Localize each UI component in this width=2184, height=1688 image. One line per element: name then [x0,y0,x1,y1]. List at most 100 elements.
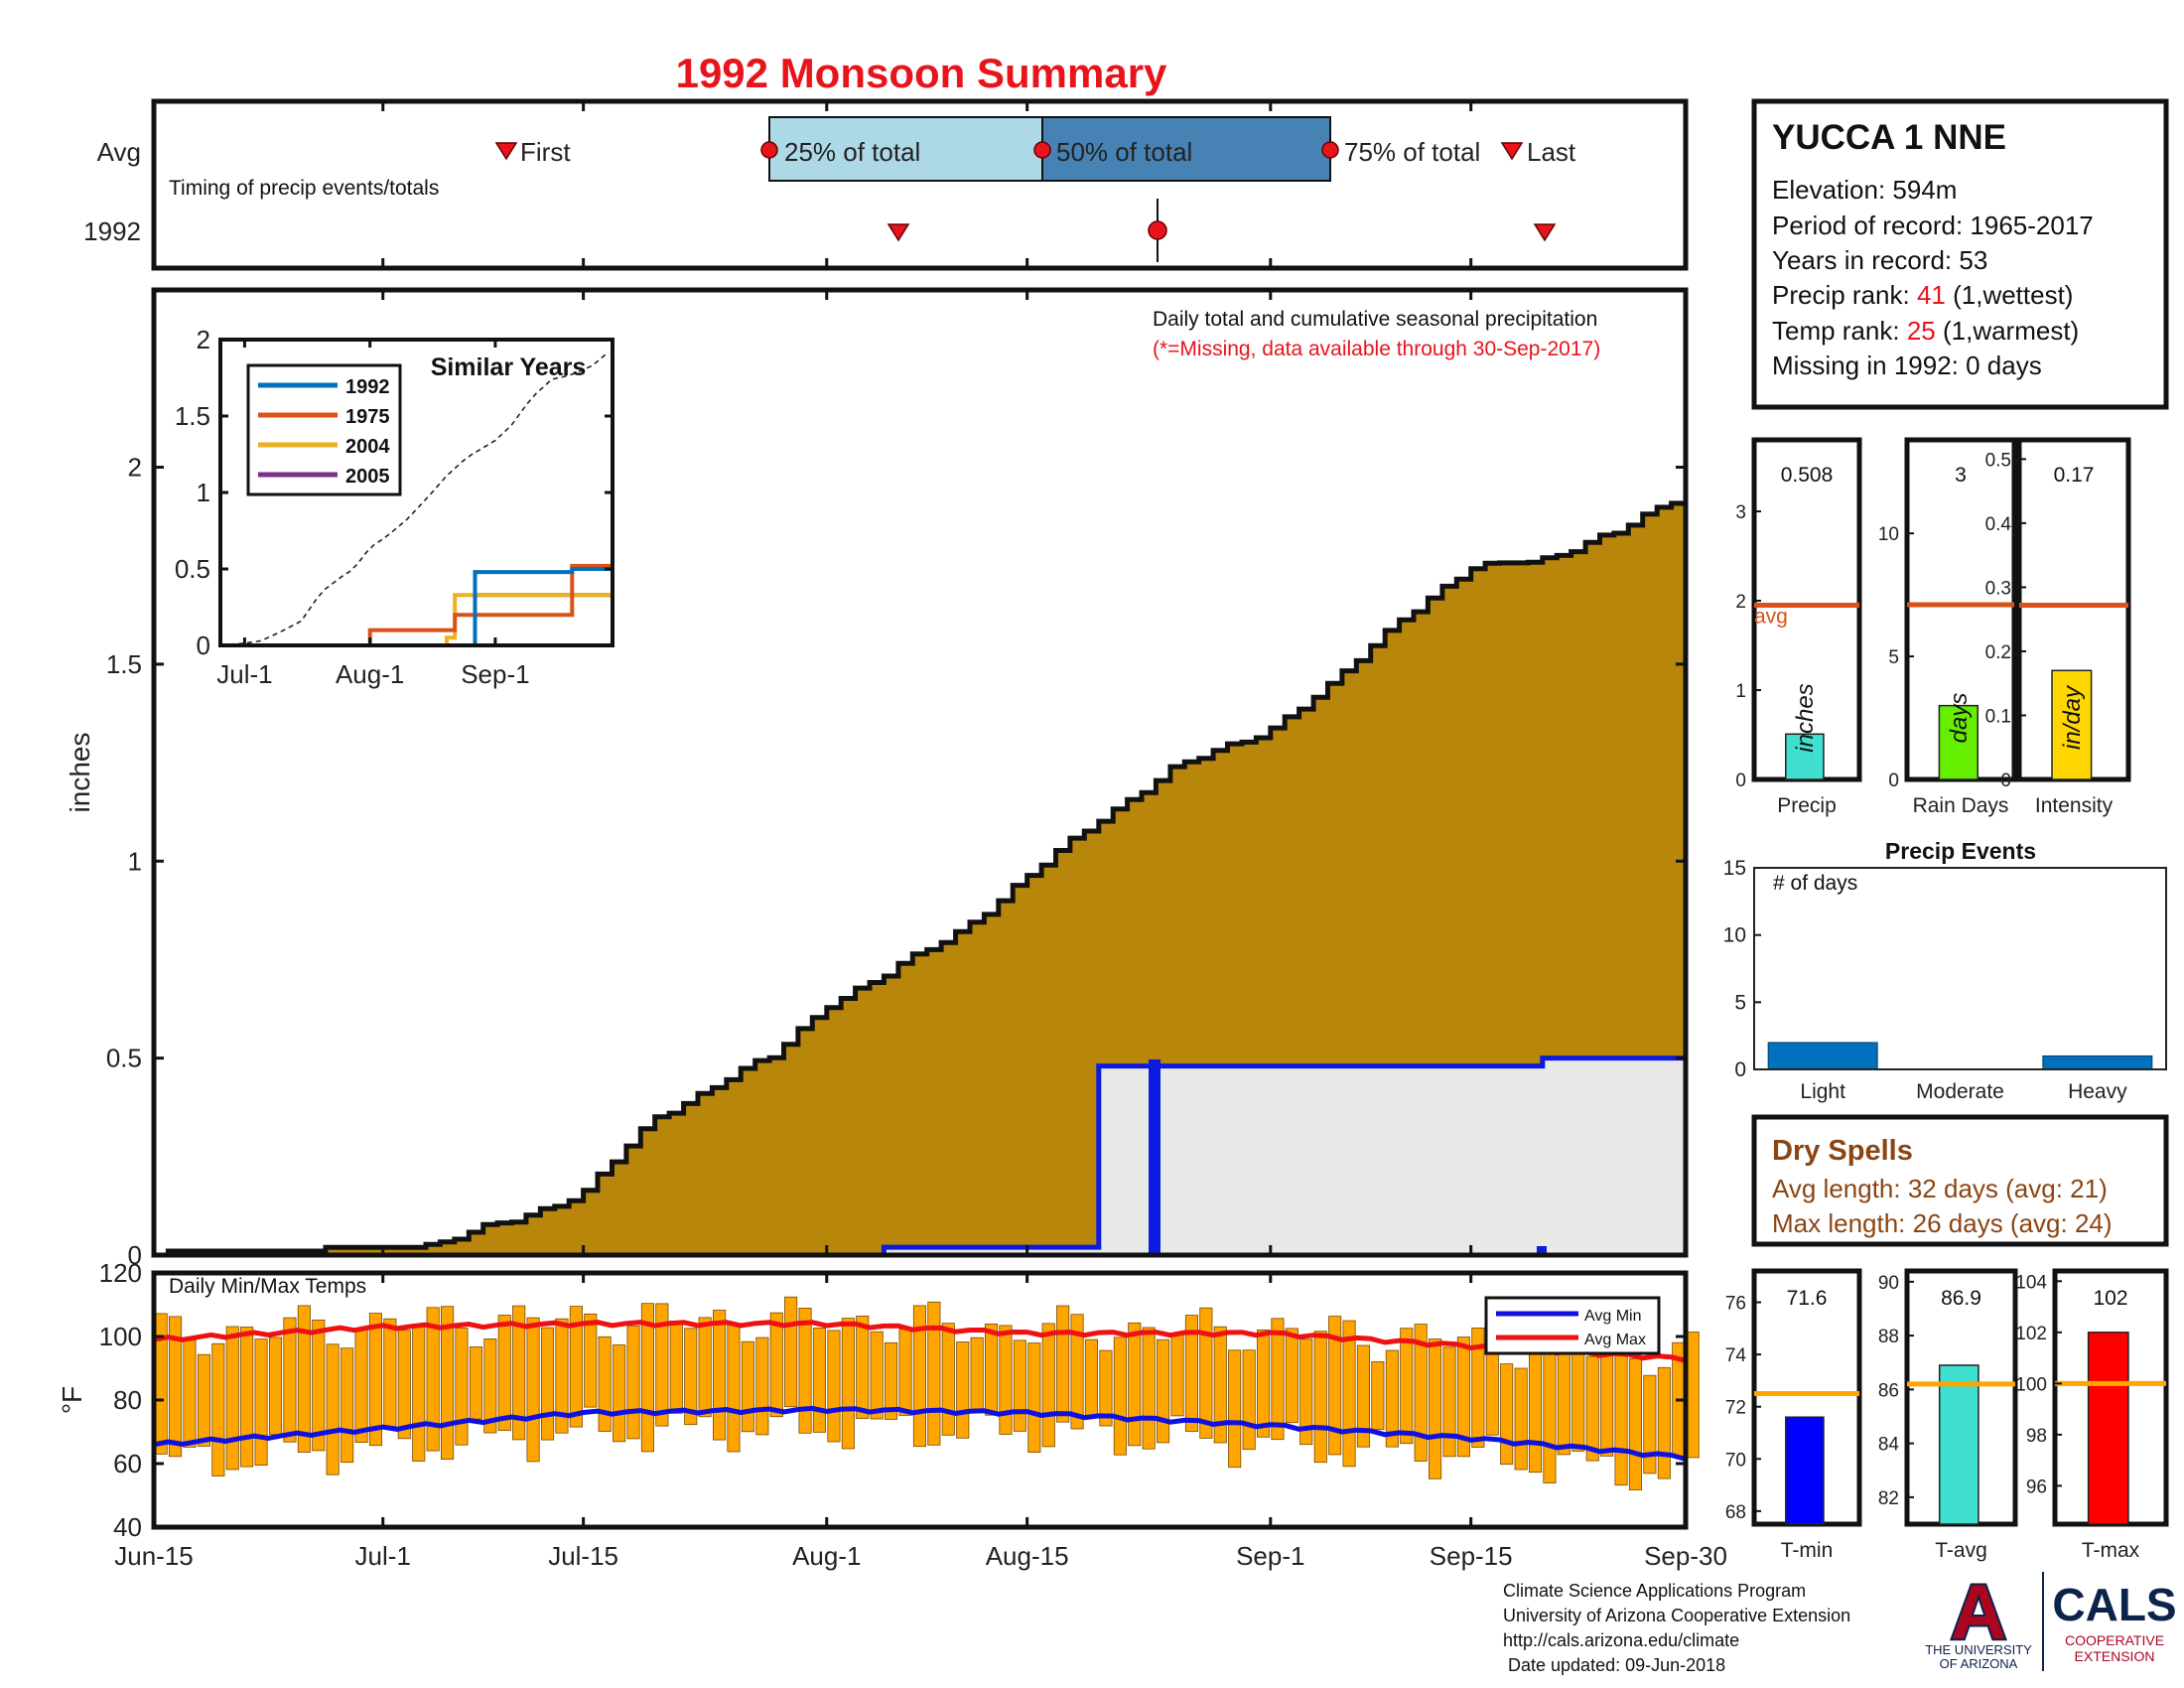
daily-temp-bar [1414,1324,1428,1462]
temp-stat-ytick-label: 86 [1878,1380,1899,1401]
daily-temp-bar [326,1343,340,1476]
mini-bar-unit: inches [1792,683,1819,752]
inset-ytick-label: 1 [197,478,210,507]
first-avg-marker [494,142,518,161]
mini-bar-ytick-label: 0.2 [1985,642,2011,663]
date-xtick-label: Jun-15 [114,1541,194,1571]
daily-temp-bar [684,1328,698,1426]
mini-bar-frame [1751,437,1862,782]
temp-stat-bars: 71.6 68 70 72 74 76 T-min 86.9 82 84 86 88 90 T-avg 10… [1725,1268,2169,1562]
daily-temp-bar [1271,1318,1285,1441]
temp-stat-ytick-label: 76 [1725,1294,1746,1315]
event-category-label: Moderate [1916,1080,2004,1103]
temp-stat-ytick-label: 96 [2026,1477,2047,1497]
daily-temp-bar [985,1324,999,1416]
daily-temp-bar [598,1336,612,1432]
events-frame [1753,867,2167,1070]
mini-bar-ytick-label: 3 [1735,502,1746,523]
daily-temp-bar [1342,1320,1356,1468]
daily-temp-bar [497,1315,511,1431]
temp-legend-max: Avg Max [1584,1332,1646,1348]
daily-temp-bar [1628,1357,1643,1490]
event-ytick-label: 10 [1723,924,1746,947]
daily-temp-bar [354,1328,368,1443]
daily-temp-bar [368,1313,382,1447]
daily-temp-bar [713,1310,727,1441]
main-precip-panel: Daily total and cumulative seasonal prec… [65,287,1689,1270]
inset-legend-1992: 1992 [345,376,390,398]
timing-panel: Avg 1992 Timing of precip events/totals … [83,98,1689,271]
similar-years-inset: Similar Years 1992 1975 2004 2005 0 0.5 1 1… [175,325,614,689]
temp-title: Daily Min/Max Temps [169,1275,366,1298]
temp-ytick-label: 80 [113,1385,142,1415]
date-xtick-label: Aug-1 [792,1541,861,1571]
box-50-percent [1041,116,1331,182]
daily-temp-bar [885,1341,898,1420]
events-plot-area [1754,868,2166,1069]
timing-label-first: First [520,137,571,167]
cals-line-2: EXTENSION [2075,1648,2155,1664]
temp-stat-name: T-avg [1935,1539,1987,1562]
daily-temp-bar [1686,1332,1700,1459]
precip-stat-bars: 0.508 inches 0 1 2 3 avg Precip 3 days 0 5 10 Rain Da… [1735,437,2131,817]
daily-temp-bar [1600,1344,1614,1457]
daily-temp-bar [1328,1316,1342,1456]
daily-temp-bar [1643,1374,1657,1475]
daily-temp-bar [741,1340,754,1433]
temp-stat-ytick-label: 90 [1878,1273,1899,1294]
inset-legend-2004: 2004 [345,436,390,458]
dry-spells-avg: Avg length: 32 days (avg: 21) [1772,1174,2108,1203]
events-bars: Light Moderate Heavy 0 5 10 15 [1723,857,2153,1103]
daily-temp-bar [1242,1349,1256,1451]
event-category-label: Light [1800,1080,1845,1103]
inset-ytick-label: 1.5 [175,401,210,431]
main-ytick-label: 1.5 [106,649,142,679]
main-note: Daily total and cumulative seasonal prec… [1153,308,1597,331]
mini-bar-ytick-label: 0.3 [1985,578,2011,599]
daily-temp-bar [426,1307,440,1452]
mini-bar-ytick-label: 0 [2000,771,2011,791]
temp-stat-bar [1785,1416,1825,1525]
daily-temp-bar [784,1296,798,1408]
daily-temp-bar [1400,1328,1414,1445]
daily-temp-bar [1013,1339,1026,1432]
q75-avg-marker [1321,141,1339,159]
daily-temp-bar [1099,1349,1113,1427]
temp-yaxis: 40 60 80 100 120 [99,1258,1686,1542]
first-1992-marker [887,223,910,242]
station-missing: Missing in 1992: 0 days [1772,351,2042,380]
event-ytick-label: 15 [1723,857,1746,880]
event-ytick-label: 0 [1734,1058,1746,1081]
temp-stat-bar [1938,1364,1979,1525]
inset-ytick-label: 0.5 [175,554,210,584]
ua-block-a-logo: A [1951,1568,2006,1655]
dry-spells-box: Dry Spells Avg length: 32 days (avg: 21)… [1751,1114,2169,1247]
mini-bar-ytick-label: 0.5 [1985,450,2011,471]
mini-bar-name: Precip [1777,794,1837,817]
ua-name-line-1: THE UNIVERSITY [1925,1642,2032,1657]
q25-avg-marker [760,141,778,159]
mini-bar-value-label: 0.508 [1781,464,1834,487]
daily-temp-bar [927,1301,941,1446]
inset-xtick-label: Sep-1 [461,659,529,689]
daily-temp-bar [970,1336,984,1412]
daily-temp-bar [856,1316,870,1420]
daily-temp-bar [483,1338,497,1434]
page-title: 1992 Monsoon Summary [676,50,1167,96]
dry-spells-max: Max length: 26 days (avg: 24) [1772,1208,2113,1238]
dry-spells-frame [1751,1114,2169,1247]
daily-temp-bar [769,1312,783,1418]
timing-label-last: Last [1527,137,1576,167]
mini-bar-name: Intensity [2035,794,2114,817]
inset-axes: 0 0.5 1 1.5 2 Jul-1 Aug-1 Sep-1 [175,325,613,689]
mini-bar-name: Rain Days [1913,794,2009,817]
footer-credits: Climate Science Applications Program Uni… [1503,1581,1850,1675]
station-temp-rank: Temp rank: 25 (1,warmest) [1772,316,2079,346]
date-xtick-label: Aug-15 [986,1541,1069,1571]
daily-temp-bar [1385,1349,1399,1448]
main-ytick-label: 0 [128,1240,142,1270]
mini-bar-value [1785,733,1825,780]
daily-temp-bar [1299,1338,1313,1446]
daily-temp-bar [1213,1326,1227,1444]
